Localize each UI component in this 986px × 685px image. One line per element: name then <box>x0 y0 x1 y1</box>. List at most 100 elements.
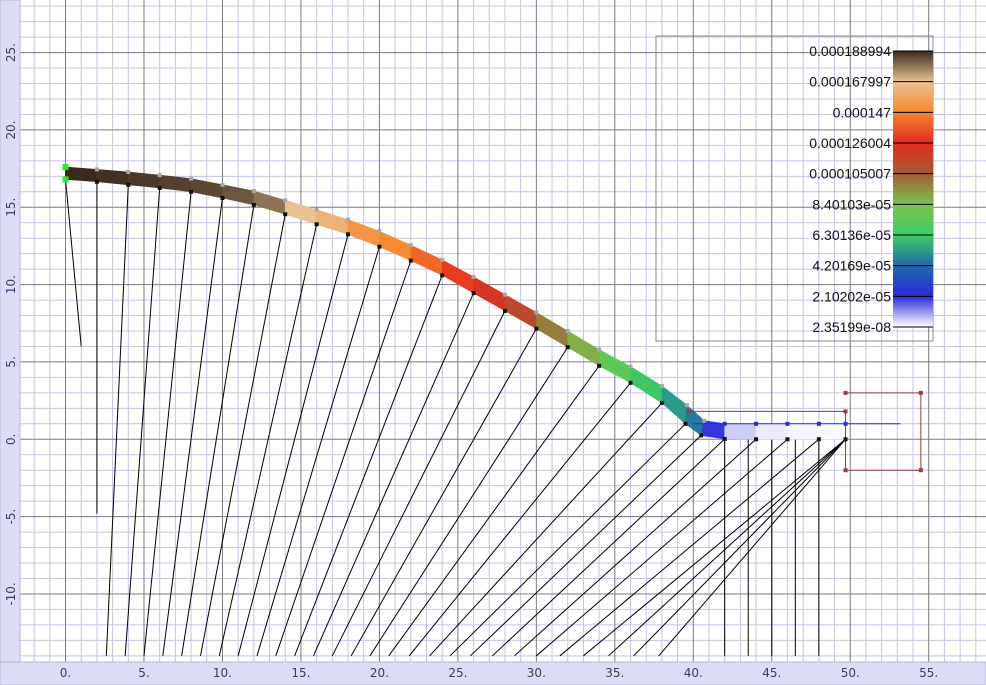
x-tick-label: 15. <box>291 666 310 680</box>
mesh-node-outer <box>471 274 476 279</box>
mesh-ray <box>313 292 475 657</box>
legend-label: 8.40103e-05 <box>812 196 891 212</box>
x-tick-label: 30. <box>527 666 546 680</box>
mesh-node-outer <box>628 364 633 369</box>
mesh-node-outer <box>785 421 790 426</box>
left-ruler-bg <box>0 0 21 663</box>
mesh-ray <box>449 423 686 657</box>
mesh-node-inner <box>628 380 633 385</box>
mesh-node-outer <box>220 182 225 187</box>
band-segment <box>190 178 223 199</box>
mesh-ray <box>275 260 412 656</box>
mesh-node-inner <box>659 400 664 405</box>
support-node <box>686 409 691 414</box>
mesh-node-outer <box>565 329 570 333</box>
mesh-node-inner <box>699 433 704 438</box>
mesh-ray <box>124 187 161 656</box>
mesh-ray <box>294 275 443 656</box>
mesh-node-outer <box>659 383 664 388</box>
legend-label: 0.000188994 <box>809 43 891 59</box>
mesh-node-outer <box>314 207 319 212</box>
y-tick-label: 15. <box>4 198 18 217</box>
x-tick-label: 10. <box>213 666 232 680</box>
mesh-ray <box>658 438 846 657</box>
mesh-node-inner <box>314 222 319 227</box>
boundary-node <box>62 164 69 171</box>
mesh-ray <box>65 179 82 347</box>
bottom-ruler: 0. 5. 10. 15. 20. 25. 30. 35. 40. 45. 50. 55. <box>0 661 986 685</box>
mesh-ray <box>633 438 846 657</box>
support-node <box>918 468 923 473</box>
mesh-rays <box>65 179 846 657</box>
mesh-node-outer <box>685 403 690 408</box>
mesh-ray <box>388 365 600 657</box>
support-node <box>843 390 848 395</box>
mesh-ray <box>536 438 788 657</box>
band-segment <box>159 174 192 193</box>
mesh-ray <box>514 438 757 657</box>
x-tick-label: 55. <box>919 666 938 680</box>
x-tick-label: 0. <box>60 666 71 680</box>
mesh-node-inner <box>502 308 507 313</box>
mesh-node-inner <box>251 202 256 207</box>
mesh-ray <box>218 224 318 656</box>
minor-grid <box>20 0 986 662</box>
mesh-node-inner <box>843 437 848 442</box>
band-segment <box>755 423 788 440</box>
band-segment <box>787 423 820 440</box>
boundary-node <box>62 176 69 183</box>
mesh-ray <box>105 184 129 656</box>
support-box <box>686 390 923 473</box>
mesh-node-outer <box>702 418 707 423</box>
legend-label: 4.20169e-05 <box>812 258 891 274</box>
mesh-node-inner <box>565 345 570 350</box>
left-ruler: -10. -5. 0. 5. 10. 15. 20. 25. <box>0 0 21 663</box>
mesh-node-outer <box>377 229 382 234</box>
y-tick-label: 25. <box>4 43 18 62</box>
y-tick-label: 5. <box>4 356 18 367</box>
legend-label: 6.30136e-05 <box>812 227 891 243</box>
mesh-node-inner <box>722 436 727 441</box>
y-tick-label: -5. <box>4 509 18 525</box>
mesh-node-outer <box>843 421 848 426</box>
mesh-node-outer <box>502 292 507 297</box>
mesh-node-inner <box>816 437 821 442</box>
mesh-node-outer <box>408 243 413 248</box>
mesh-node-outer <box>754 421 759 426</box>
band-segment <box>65 166 98 183</box>
mesh-ray <box>331 310 506 657</box>
legend-label: 0.000105007 <box>809 166 891 182</box>
mesh-node-inner <box>471 291 476 296</box>
x-tick-label: 50. <box>841 666 860 680</box>
band-segment <box>724 423 757 440</box>
mesh-ray <box>492 438 726 657</box>
mesh-node-inner <box>408 258 413 263</box>
legend-label: 2.10202e-05 <box>812 288 891 304</box>
mesh-node-inner <box>346 232 351 237</box>
x-tick-label: 5. <box>138 666 149 680</box>
support-outline <box>688 392 922 471</box>
major-grid <box>20 0 986 662</box>
x-tick-label: 45. <box>762 666 781 680</box>
mesh-node-outer <box>251 189 256 194</box>
mesh-ray <box>408 382 631 657</box>
mesh-node-inner <box>220 195 225 200</box>
x-tick-label: 20. <box>370 666 389 680</box>
band-segment <box>661 385 688 425</box>
y-tick-label: -10. <box>4 582 18 605</box>
mesh-node-outer <box>534 310 539 315</box>
legend-label: 2.35199e-08 <box>812 319 891 335</box>
mesh-ray <box>608 438 846 657</box>
mesh-node-outer <box>157 173 162 178</box>
mesh-node-outer <box>722 421 727 426</box>
mesh-ray <box>199 214 286 656</box>
mesh-ray <box>559 438 820 657</box>
band-segment <box>818 423 846 440</box>
mesh-node-outer <box>283 198 288 203</box>
y-tick-label: 10. <box>4 275 18 294</box>
legend-label: 0.000167997 <box>809 74 891 90</box>
mesh-node-outer <box>94 167 99 172</box>
y-tick-label: 20. <box>4 120 18 139</box>
